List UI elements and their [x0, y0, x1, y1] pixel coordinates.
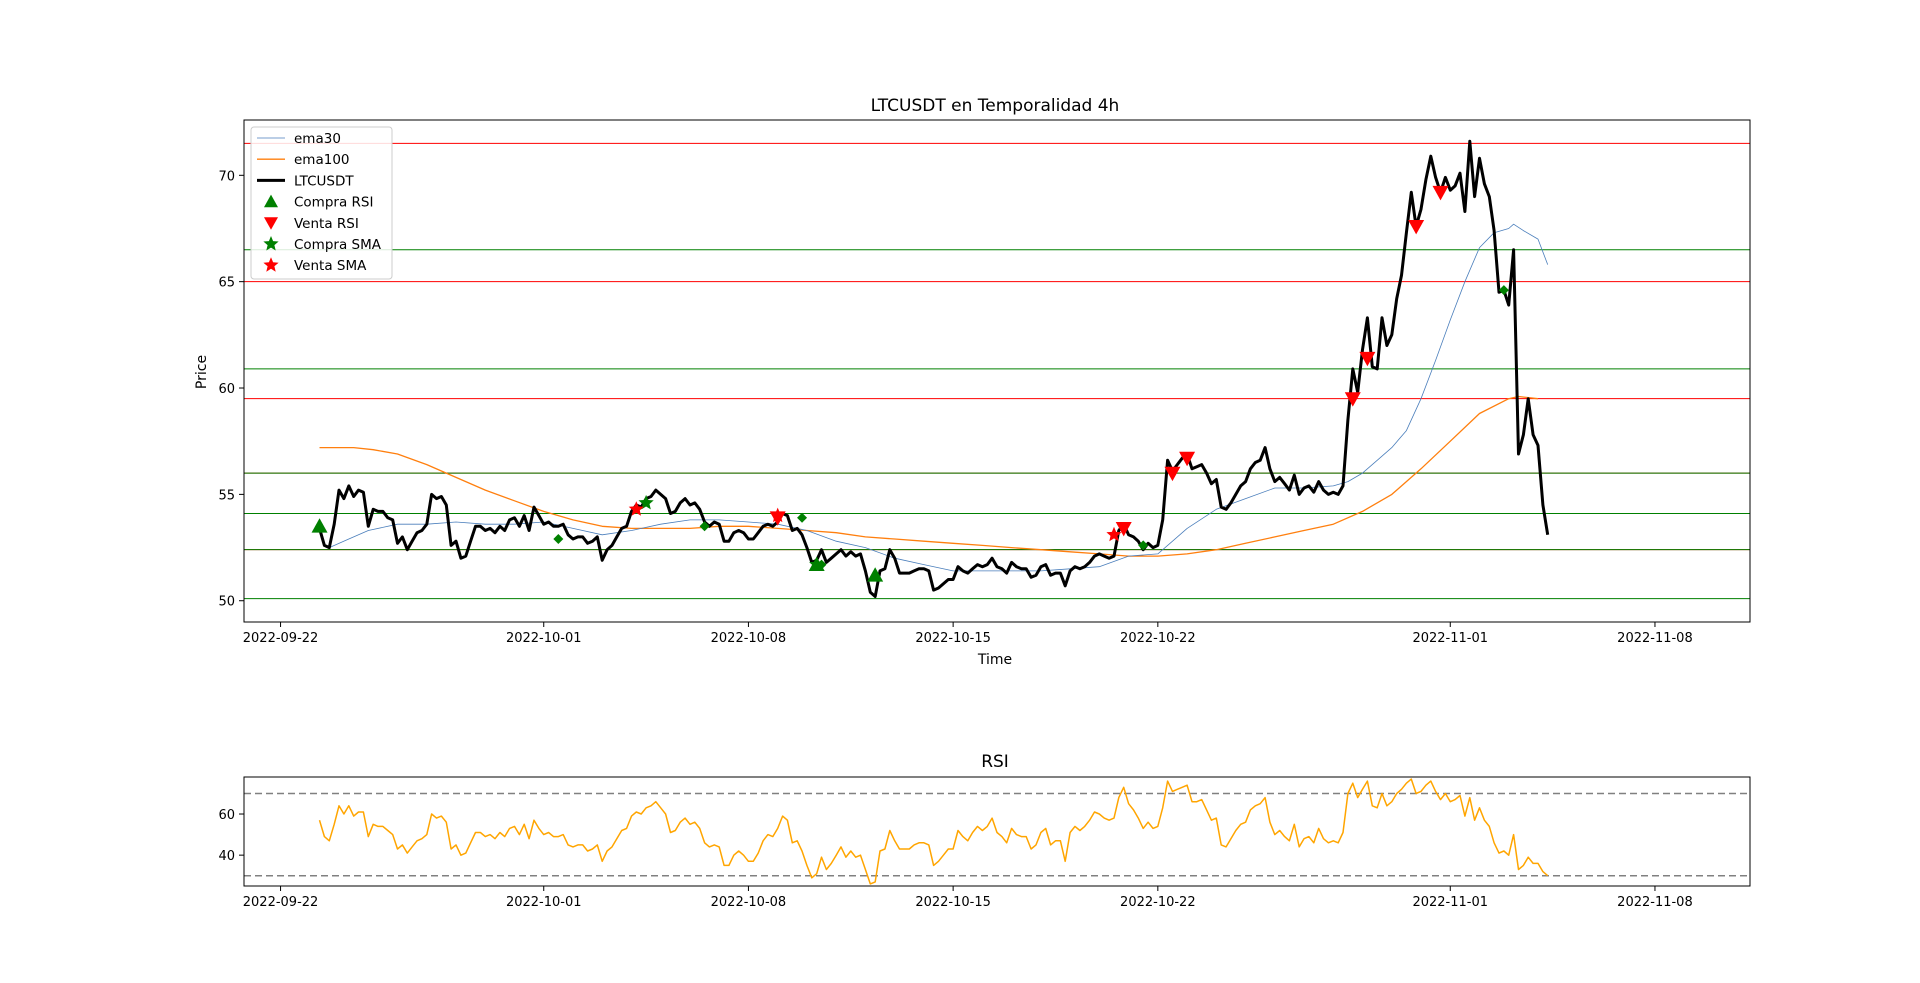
compra-sma-marker: [638, 494, 654, 510]
rsi-x-tick-label: 2022-10-08: [711, 895, 787, 910]
rsi-x-tick-label: 2022-11-08: [1617, 895, 1693, 910]
price-x-axis-label: Time: [977, 652, 1012, 668]
price-y-axis-label: Price: [194, 355, 210, 389]
diamond-marker: [797, 512, 808, 523]
venta-rsi-marker: [1344, 392, 1361, 407]
rsi-chart-title: RSI: [981, 752, 1009, 772]
legend-label: Venta RSI: [294, 216, 359, 232]
venta-rsi-marker: [1115, 522, 1132, 537]
price-x-tick-label: 2022-11-08: [1617, 631, 1693, 646]
price-x-tick-label: 2022-10-15: [915, 631, 991, 646]
price-x-axis: 2022-09-22 2022-10-01 2022-10-08 2022-10-15…: [243, 622, 1693, 646]
legend-label: LTCUSDT: [294, 173, 354, 189]
legend-item: ema100: [257, 152, 350, 168]
price-y-tick-label: 65: [218, 276, 235, 291]
venta-sma-marker: [1106, 526, 1122, 542]
legend-label: Venta SMA: [294, 258, 367, 274]
legend-label: ema30: [294, 131, 341, 147]
legend-item: Compra SMA: [263, 236, 382, 253]
price-x-tick-label: 2022-09-22: [243, 631, 319, 646]
rsi-x-tick-label: 2022-10-15: [915, 895, 991, 910]
rsi-y-axis: 40 60: [218, 808, 244, 864]
price-y-tick-label: 60: [218, 382, 235, 397]
legend-marker: [264, 217, 278, 230]
price-x-tick-label: 2022-10-08: [711, 631, 787, 646]
legend-item: Venta SMA: [263, 257, 367, 274]
price-plot-area: [244, 139, 1750, 600]
rsi-x-tick-label: 2022-09-22: [243, 895, 319, 910]
price-y-axis: 50 55 60 65 70: [218, 169, 244, 610]
price-chart-title: LTCUSDT en Temporalidad 4h: [871, 96, 1120, 116]
compra-rsi-marker: [867, 567, 884, 582]
price-x-tick-label: 2022-10-01: [506, 631, 582, 646]
price-legend: ema30 ema100 LTCUSDT Compra RSI Venta RSI Com…: [250, 126, 393, 280]
legend-item: LTCUSDT: [257, 173, 354, 189]
price-x-tick-label: 2022-11-01: [1412, 631, 1488, 646]
diamond-marker: [1498, 285, 1509, 296]
price-y-tick-label: 55: [218, 488, 235, 503]
diamond-marker: [1138, 540, 1149, 551]
legend-label: Compra RSI: [294, 195, 373, 211]
diamond-marker: [553, 534, 564, 545]
venta-sma-marker: [770, 507, 786, 523]
price-y-tick-label: 70: [218, 169, 235, 184]
diamond-marker: [699, 521, 710, 532]
legend-item: Venta RSI: [264, 216, 359, 232]
legend-marker: [263, 236, 279, 251]
rsi-x-tick-label: 2022-11-01: [1412, 895, 1488, 910]
rsi-plot-area: [244, 778, 1750, 885]
compra-sma-marker: [809, 556, 825, 571]
venta-rsi-marker: [1432, 185, 1449, 201]
legend-marker: [264, 194, 278, 208]
legend-item: Compra RSI: [264, 194, 373, 211]
price-chart-frame: [243, 119, 1751, 623]
venta-rsi-marker: [1179, 451, 1196, 467]
legend-items: ema30 ema100 LTCUSDT Compra RSI Venta RSI Com…: [257, 131, 382, 274]
ema100-line: [319, 395, 1539, 557]
rsi-x-tick-label: 2022-10-01: [506, 895, 582, 910]
venta-rsi-marker: [1359, 351, 1376, 367]
compra-rsi-marker: [311, 518, 328, 533]
legend-label: Compra SMA: [294, 237, 382, 253]
rsi-line: [318, 778, 1549, 885]
venta-rsi-marker: [1408, 219, 1425, 235]
rsi-chart-frame: [243, 776, 1751, 887]
legend-frame: [250, 126, 393, 280]
venta-sma-marker: [628, 501, 644, 516]
legend-marker: [263, 257, 279, 272]
rsi-x-tick-label: 2022-10-22: [1120, 895, 1196, 910]
price-chart: LTCUSDT en Temporalidad 4h 50 55 60 65 70 20…: [194, 96, 1751, 668]
venta-rsi-marker: [1164, 466, 1181, 482]
legend-item: ema30: [257, 131, 341, 147]
rsi-y-tick-label: 40: [218, 849, 235, 864]
rsi-y-tick-label: 60: [218, 808, 235, 823]
price-x-tick-label: 2022-10-22: [1120, 631, 1196, 646]
price-y-tick-label: 50: [218, 595, 235, 610]
legend-label: ema100: [294, 152, 350, 168]
rsi-x-axis: 2022-09-22 2022-10-01 2022-10-08 2022-10-15…: [243, 886, 1693, 910]
price-line: [318, 139, 1550, 598]
